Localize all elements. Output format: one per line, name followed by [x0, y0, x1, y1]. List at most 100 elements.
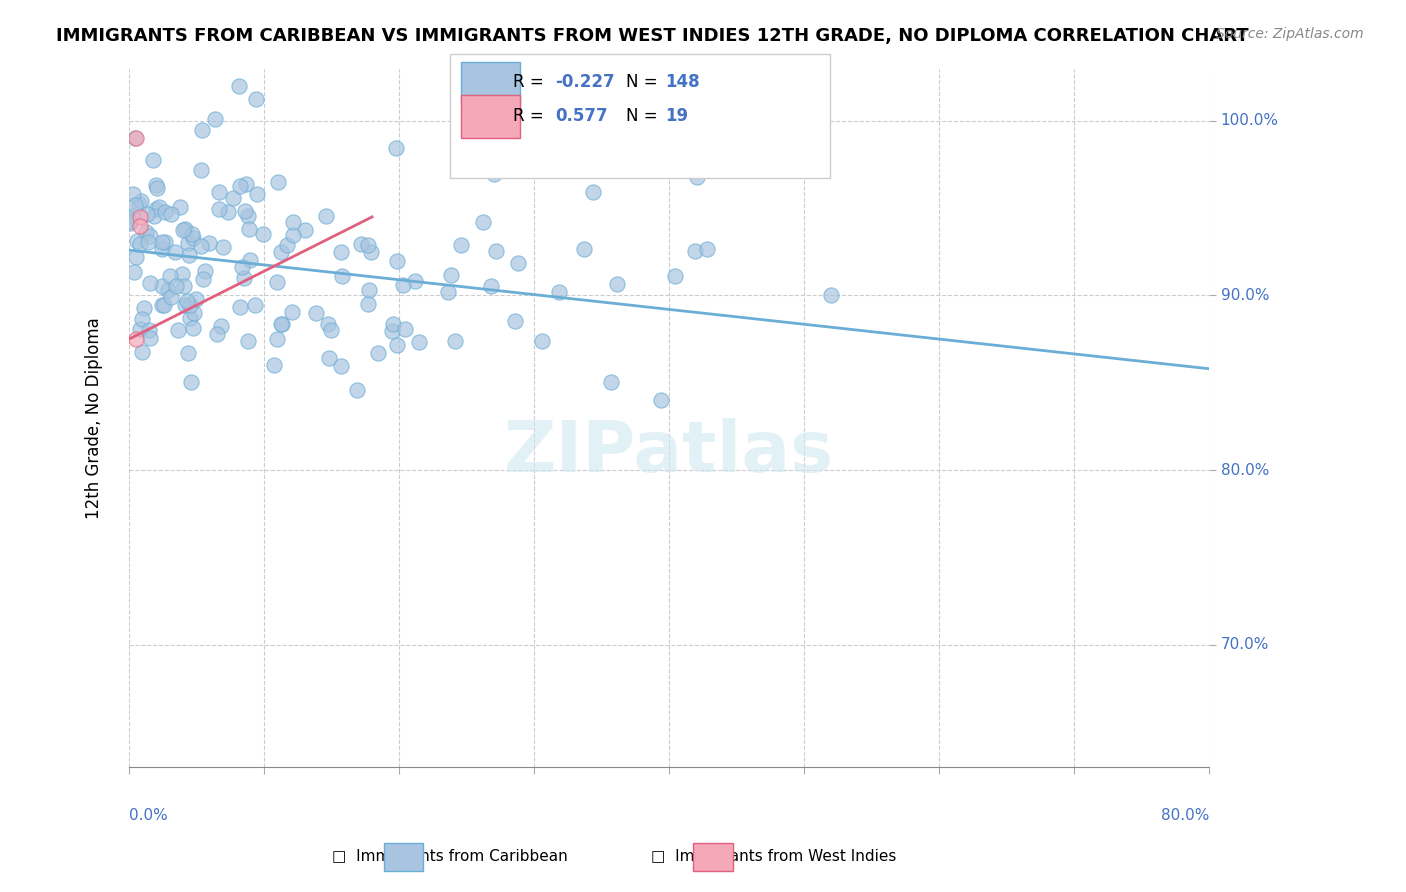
Point — [820, 288, 842, 302]
Point — [125, 235, 148, 249]
Text: N =: N = — [626, 73, 657, 91]
Point — [166, 323, 188, 337]
Point — [217, 205, 239, 219]
Point — [271, 317, 294, 331]
Point — [148, 200, 170, 214]
Point — [332, 268, 354, 283]
Point — [392, 277, 415, 292]
Point — [169, 200, 191, 214]
Point — [156, 284, 179, 298]
Point — [179, 310, 201, 325]
Point — [124, 198, 146, 212]
Point — [131, 311, 153, 326]
Point — [267, 174, 290, 188]
Point — [346, 383, 368, 397]
Point — [120, 216, 142, 230]
Point — [235, 177, 257, 191]
Point — [173, 279, 195, 293]
Point — [165, 279, 187, 293]
Point — [180, 375, 202, 389]
Point — [266, 275, 288, 289]
Point — [548, 285, 571, 300]
Point — [138, 331, 160, 345]
Point — [138, 276, 160, 290]
Point — [142, 209, 165, 223]
Point — [128, 210, 150, 224]
Point — [172, 223, 194, 237]
Text: Source: ZipAtlas.com: Source: ZipAtlas.com — [1216, 27, 1364, 41]
Point — [136, 207, 159, 221]
Point — [360, 244, 382, 259]
Point — [181, 227, 204, 241]
Text: ZIPatlas: ZIPatlas — [505, 418, 834, 487]
Point — [270, 244, 292, 259]
Point — [236, 209, 259, 223]
Point — [205, 327, 228, 342]
Point — [204, 112, 226, 127]
Point — [450, 237, 472, 252]
Point — [136, 235, 159, 250]
Point — [404, 274, 426, 288]
Text: R =: R = — [513, 73, 550, 91]
Point — [321, 323, 343, 337]
Point — [531, 334, 554, 348]
Y-axis label: 12th Grade, No Diploma: 12th Grade, No Diploma — [86, 317, 103, 518]
Point — [664, 269, 686, 284]
Point — [142, 153, 165, 167]
Point — [121, 210, 143, 224]
Point — [252, 227, 274, 242]
Point — [179, 247, 201, 261]
Point — [153, 205, 176, 219]
Point — [208, 202, 231, 216]
Point — [233, 271, 256, 285]
Point — [229, 300, 252, 314]
Point — [408, 335, 430, 350]
Point — [228, 78, 250, 93]
Point — [172, 267, 194, 281]
Text: N =: N = — [626, 107, 657, 125]
Point — [120, 214, 142, 228]
Point — [138, 323, 160, 337]
Point — [281, 215, 304, 229]
Point — [150, 298, 173, 312]
Point — [179, 298, 201, 312]
Point — [270, 317, 292, 331]
Point — [236, 334, 259, 348]
Point — [128, 197, 150, 211]
Text: 19: 19 — [665, 107, 688, 125]
Point — [190, 239, 212, 253]
Point — [357, 297, 380, 311]
Point — [316, 317, 339, 331]
Point — [479, 279, 502, 293]
Point — [153, 235, 176, 249]
Point — [124, 131, 146, 145]
Point — [294, 223, 316, 237]
Point — [173, 221, 195, 235]
Point — [191, 122, 214, 136]
Point — [440, 268, 463, 282]
Point — [650, 392, 672, 407]
Point — [283, 227, 305, 242]
Point — [357, 238, 380, 252]
Point — [329, 359, 352, 374]
Text: □  Immigrants from Caribbean: □ Immigrants from Caribbean — [332, 849, 568, 863]
Point — [146, 181, 169, 195]
Point — [280, 305, 302, 319]
Point — [263, 358, 285, 372]
Point — [238, 222, 260, 236]
Text: 70.0%: 70.0% — [1220, 637, 1268, 652]
Text: 0.577: 0.577 — [555, 107, 607, 125]
Point — [190, 163, 212, 178]
Point — [385, 254, 408, 268]
Point — [238, 253, 260, 268]
Point — [152, 235, 174, 249]
Text: 148: 148 — [665, 73, 700, 91]
Point — [381, 324, 404, 338]
Point — [686, 169, 709, 184]
Point — [150, 242, 173, 256]
Point — [139, 229, 162, 244]
Point — [176, 294, 198, 309]
Point — [350, 237, 373, 252]
Point — [128, 219, 150, 233]
Text: -0.227: -0.227 — [555, 73, 614, 91]
